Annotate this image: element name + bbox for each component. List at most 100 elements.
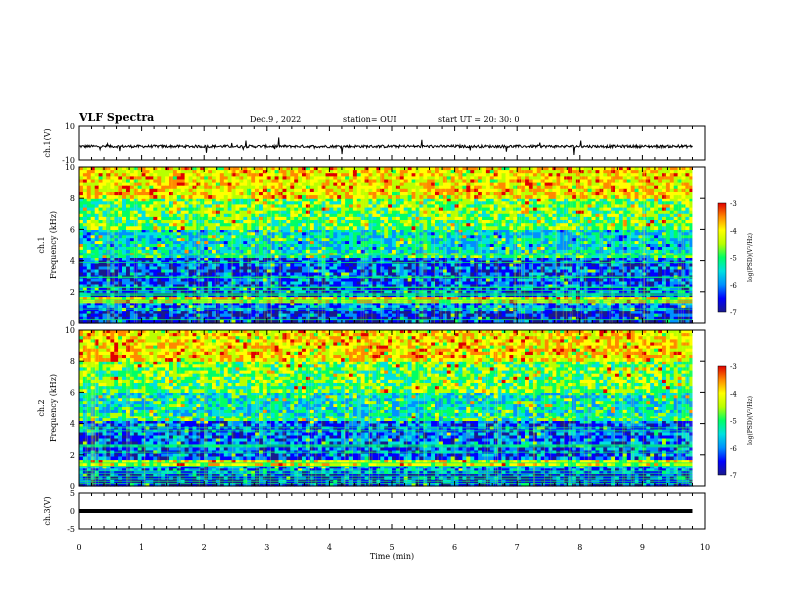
ch1-spectrogram-cell [275, 244, 280, 248]
ch1-spectrogram-cell [283, 244, 288, 248]
ch1-spectrogram-cell [87, 314, 92, 318]
ch1-spectrogram-cell [138, 314, 143, 318]
ch1-spectrogram-cell [153, 250, 158, 254]
ch1-spectrogram-cell [470, 255, 475, 258]
ch1-spectrogram-cell [142, 244, 147, 248]
ch1-spectrogram-cell [236, 255, 241, 258]
ch1-spectrogram-cell [419, 255, 424, 258]
ch1-ylabel: ch.1(V) [43, 128, 52, 157]
ch1-spectrogram-cell [603, 232, 608, 236]
ch1-spectrogram-cell [212, 250, 217, 254]
ch1-spectrogram-cell [255, 232, 260, 236]
ch1-spectrogram-cell [181, 314, 186, 318]
ch1-spectrogram-cell [146, 244, 151, 248]
ch1-spectrogram-cell [333, 250, 338, 254]
ch1-spectrogram-cell [153, 255, 158, 258]
ch1-spectrogram-cell [376, 250, 381, 254]
ch1-spectrogram-cell [122, 244, 127, 248]
ch1-spectrogram-cell [165, 232, 170, 236]
ch1-spectrogram-cell [674, 255, 679, 258]
ch1-spectrogram-cell [576, 232, 581, 236]
ch1-spectrogram-cell [658, 232, 663, 236]
ch1-spectrogram-cell [427, 244, 432, 248]
ch1-spectrogram-cell [130, 244, 135, 248]
ch1-spectrogram-cell [224, 232, 229, 236]
ch1-spectrogram-cell [580, 314, 585, 318]
ch1-spectrogram-cell [646, 232, 651, 236]
ch1-spectrogram-cell [251, 244, 256, 248]
ch1-spectrogram-cell [341, 232, 346, 236]
ch1-spectrogram-cell [404, 255, 409, 258]
ch1-spectrogram-cell [478, 232, 483, 236]
ch1-spectrogram-cell [576, 314, 581, 318]
ch1-spectrogram-cell [482, 255, 487, 258]
ch1-spectrogram-cell [615, 232, 620, 236]
ch1-spectrogram-cell [478, 244, 483, 248]
ch1-spectrogram-cell [103, 244, 108, 248]
ch1-spectrogram-cell [185, 232, 190, 236]
ch1-trace [79, 137, 693, 155]
ch1-spectrogram-cell [165, 314, 170, 318]
ch1-spectrogram-cell [404, 250, 409, 254]
ch1-spectrogram-cell [95, 314, 100, 318]
ch1-spectrogram-cell [138, 232, 143, 236]
ch1-spectrogram-cell [99, 250, 104, 254]
ch1-spectrogram-cell [294, 232, 299, 236]
ch1-spectrogram-cell [365, 244, 370, 248]
ch1-spectrogram-cell [584, 255, 589, 258]
ch1-spectrogram-cell [459, 255, 464, 258]
ch1-spectrogram-cell [251, 250, 256, 254]
ch1-spectrogram-cell [333, 255, 338, 258]
ch1-spectrogram-cell [545, 314, 550, 318]
ch1-spectrogram-cell [376, 314, 381, 318]
ch1-spectrogram-cell [326, 250, 331, 254]
ch1-spectrogram-cell [177, 244, 182, 248]
ch1-spectrogram-cell [130, 232, 135, 236]
ch1-spectrogram-cell [142, 255, 147, 258]
ch1-spectrogram-cell [185, 255, 190, 258]
ch1-spectrogram-cell [259, 232, 264, 236]
ch1-spectrogram-cell [181, 250, 186, 254]
ch1-spectrogram-cell [251, 232, 256, 236]
ch1-spectrogram-cell [91, 255, 96, 258]
ch1-spectrogram-cell [220, 250, 225, 254]
ch1-spectrogram-cell [372, 314, 377, 318]
ch1-spectrogram-cell [666, 255, 671, 258]
ch1-spectrogram-cell [400, 250, 405, 254]
ch1-spectrogram-cell [114, 232, 119, 236]
ch1-spectrogram-cell [114, 255, 119, 258]
ch1-spectrogram-cell [447, 255, 452, 258]
ch1-spectrogram-cell [576, 244, 581, 248]
ch1-spectrogram-cell [181, 244, 186, 248]
ch1-spectrogram-cell [662, 255, 667, 258]
ch1-spectrogram-cell [490, 314, 495, 318]
ch1-spectrogram-cell [87, 232, 92, 236]
ch1-spectrogram-cell [580, 244, 585, 248]
ch1-spectrogram-cell [506, 244, 511, 248]
ch1-spectrogram-cell [122, 232, 127, 236]
ch1-spectrogram-cell [455, 232, 460, 236]
ch1-spectrogram-cell [506, 232, 511, 236]
ch1-spectrogram-cell [666, 314, 671, 318]
ch1-spectrogram-cell [337, 314, 342, 318]
ch1-spectrogram-cell [189, 314, 194, 318]
ch1-spectrogram-cell [106, 232, 111, 236]
ch1-spectrogram-cell [400, 232, 405, 236]
ch1-spectrogram-cell [126, 244, 131, 248]
ch1-spectrogram-cell [189, 255, 194, 258]
ch1-spectrogram-cell [455, 250, 460, 254]
ch1-spectrogram-cell [400, 314, 405, 318]
ch1-spectrogram-cell [560, 314, 565, 318]
ch1-spectrogram-cell [149, 314, 154, 318]
ch1-spectrogram-cell [419, 250, 424, 254]
ch1-spectrogram-cell [157, 244, 162, 248]
ch1-spectrogram-cell [224, 244, 229, 248]
ch1-spectrogram-cell [459, 314, 464, 318]
ch1-spectrogram-cell [251, 314, 256, 318]
ch1-spectrogram-cell [345, 255, 350, 258]
ch1-spectrogram-cell [283, 255, 288, 258]
ch1-spectrogram-cell [631, 314, 636, 318]
ch1-spectrogram-cell [87, 250, 92, 254]
ch1-spectrogram-cell [341, 250, 346, 254]
ch1-spectrogram-cell [435, 314, 440, 318]
